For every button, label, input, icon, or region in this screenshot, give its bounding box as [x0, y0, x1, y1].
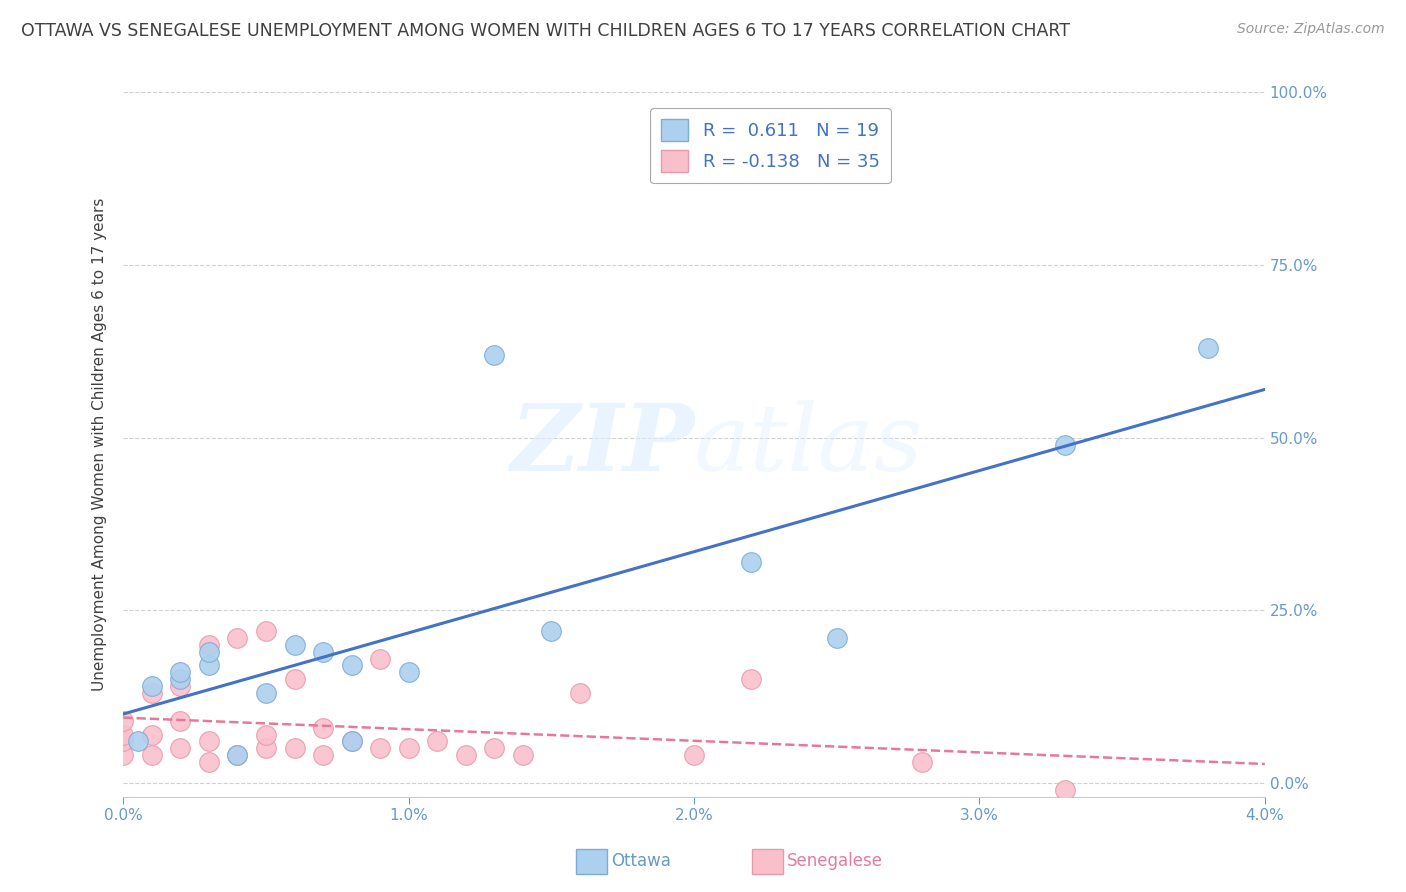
Point: [312, 721, 335, 735]
Text: OTTAWA VS SENEGALESE UNEMPLOYMENT AMONG WOMEN WITH CHILDREN AGES 6 TO 17 YEARS C: OTTAWA VS SENEGALESE UNEMPLOYMENT AMONG …: [21, 22, 1070, 40]
Point: [454, 748, 477, 763]
Point: [1197, 341, 1219, 355]
Point: [283, 638, 305, 652]
Point: [112, 734, 135, 748]
Point: [198, 658, 221, 673]
Point: [112, 727, 135, 741]
Point: [340, 734, 363, 748]
Point: [127, 734, 149, 748]
Point: [512, 748, 534, 763]
Point: [312, 748, 335, 763]
Point: [198, 645, 221, 659]
Point: [911, 755, 934, 769]
Point: [112, 748, 135, 763]
Y-axis label: Unemployment Among Women with Children Ages 6 to 17 years: Unemployment Among Women with Children A…: [93, 198, 107, 691]
Point: [141, 679, 163, 693]
Point: [169, 679, 191, 693]
Point: [398, 665, 420, 680]
Point: [312, 645, 335, 659]
Point: [226, 748, 249, 763]
Point: [1054, 782, 1077, 797]
Point: [484, 348, 506, 362]
Point: [141, 748, 163, 763]
Point: [283, 741, 305, 756]
Point: [1054, 437, 1077, 451]
Point: [198, 638, 221, 652]
Point: [254, 686, 277, 700]
Point: [254, 624, 277, 638]
Point: [398, 741, 420, 756]
Point: [340, 658, 363, 673]
Legend: R =  0.611   N = 19, R = -0.138   N = 35: R = 0.611 N = 19, R = -0.138 N = 35: [651, 109, 890, 183]
Point: [141, 727, 163, 741]
Point: [198, 755, 221, 769]
Point: [484, 741, 506, 756]
Point: [226, 631, 249, 645]
Point: [368, 651, 391, 665]
Point: [426, 734, 449, 748]
Point: [169, 673, 191, 687]
Point: [169, 665, 191, 680]
Point: [368, 741, 391, 756]
Point: [740, 555, 762, 569]
Point: [283, 673, 305, 687]
Text: ZIP: ZIP: [510, 400, 695, 490]
Text: Senegalese: Senegalese: [787, 852, 883, 870]
Point: [825, 631, 848, 645]
Point: [340, 734, 363, 748]
Text: Ottawa: Ottawa: [612, 852, 672, 870]
Point: [198, 734, 221, 748]
Point: [254, 741, 277, 756]
Point: [169, 741, 191, 756]
Point: [112, 714, 135, 728]
Point: [568, 686, 591, 700]
Point: [141, 686, 163, 700]
Text: atlas: atlas: [695, 400, 924, 490]
Point: [683, 748, 706, 763]
Text: Source: ZipAtlas.com: Source: ZipAtlas.com: [1237, 22, 1385, 37]
Point: [540, 624, 562, 638]
Point: [226, 748, 249, 763]
Point: [254, 727, 277, 741]
Point: [169, 714, 191, 728]
Point: [740, 673, 762, 687]
